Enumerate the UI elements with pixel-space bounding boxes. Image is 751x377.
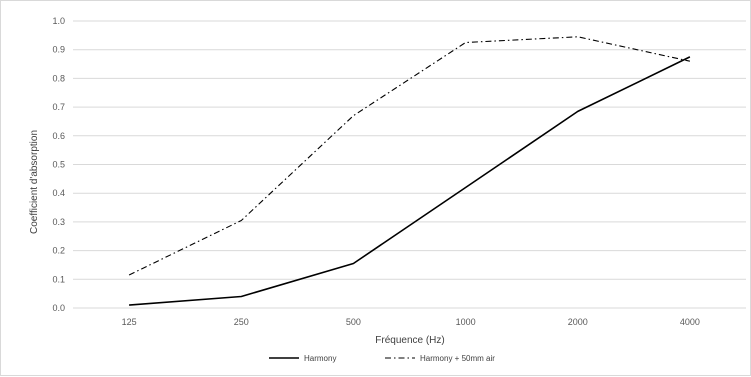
y-tick-label: 0.0 <box>52 303 65 313</box>
y-tick-label: 0.7 <box>52 102 65 112</box>
legend: Harmony Harmony + 50mm air <box>269 354 495 363</box>
y-tick-labels: 0.0 0.1 0.2 0.3 0.4 0.5 0.6 0.7 0.8 0.9 1.0 <box>52 16 65 313</box>
x-tick-label: 4000 <box>680 317 700 327</box>
x-tick-label: 1000 <box>456 317 476 327</box>
y-tick-label: 0.5 <box>52 160 65 170</box>
x-tick-labels: 125 250 500 1000 2000 4000 <box>122 317 700 327</box>
y-tick-label: 0.3 <box>52 217 65 227</box>
x-axis-title: Fréquence (Hz) <box>375 335 444 346</box>
y-tick-label: 0.4 <box>52 188 65 198</box>
x-tick-label: 125 <box>122 317 137 327</box>
x-tick-label: 500 <box>346 317 361 327</box>
y-tick-label: 0.6 <box>52 131 65 141</box>
y-tick-label: 0.2 <box>52 246 65 256</box>
series-line-0 <box>129 56 691 306</box>
series-line-1 <box>128 36 691 276</box>
gridlines <box>73 20 746 309</box>
x-tick-label: 250 <box>234 317 249 327</box>
x-tick-label: 2000 <box>568 317 588 327</box>
y-tick-label: 0.8 <box>52 73 65 83</box>
y-tick-label: 1.0 <box>52 16 65 26</box>
y-tick-label: 0.1 <box>52 274 65 284</box>
legend-label-0: Harmony <box>304 354 336 363</box>
legend-label-1: Harmony + 50mm air <box>420 354 495 363</box>
series-lines <box>128 36 691 306</box>
y-tick-label: 0.9 <box>52 45 65 55</box>
y-axis-title: Coefficient d'absorption <box>29 130 40 234</box>
